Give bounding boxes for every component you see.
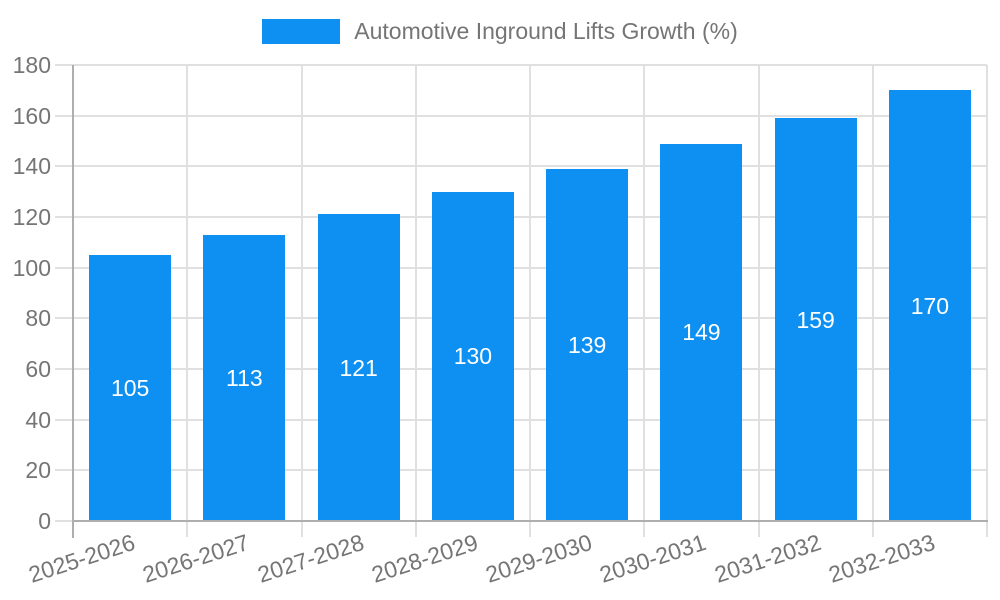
y-tick-label: 40 (25, 406, 51, 433)
bar (89, 255, 172, 521)
y-tick-label: 20 (25, 457, 51, 484)
y-gridline (55, 64, 987, 66)
bar (660, 143, 743, 521)
bar-value-label: 139 (567, 331, 607, 358)
y-tick-label: 60 (25, 356, 51, 382)
x-gridline (986, 65, 988, 537)
y-axis-line (72, 65, 74, 538)
y-gridline (55, 418, 987, 421)
x-gridline (414, 65, 417, 537)
y-gridline (55, 317, 987, 320)
bar (888, 90, 971, 521)
y-tick-label: 180 (12, 52, 51, 78)
y-tick-label: 140 (12, 153, 51, 180)
y-tick-label: 80 (25, 305, 51, 332)
plot-area: 0 20 40 60 80 100 120 140 160 180 2025-2026 2026-20… (13, 52, 988, 588)
bar-value-label: 130 (453, 343, 493, 370)
x-gridline (757, 65, 760, 537)
x-gridline (529, 65, 531, 537)
bar-value-label: 121 (339, 354, 378, 381)
x-gridline (300, 65, 303, 537)
x-axis-line (72, 520, 988, 522)
legend-swatch (262, 19, 341, 44)
y-tick-label: 120 (12, 204, 51, 230)
bar (203, 234, 286, 521)
x-gridline (643, 65, 646, 537)
y-tick-label: 0 (38, 508, 51, 534)
y-gridline (55, 114, 987, 117)
y-tick-label: 100 (12, 254, 51, 281)
legend: Automotive Inground Lifts Growth (%) (0, 18, 1000, 45)
y-gridline (55, 469, 987, 472)
x-gridline (186, 65, 189, 537)
y-gridline (55, 368, 987, 370)
bar (546, 168, 629, 521)
bar-value-label: 105 (110, 375, 150, 401)
y-gridline (55, 165, 987, 168)
bar-value-label: 149 (682, 319, 721, 346)
bar-value-label: 113 (226, 364, 263, 391)
y-tick-label: 160 (12, 102, 51, 129)
bar (774, 118, 857, 521)
y-gridline (55, 266, 987, 269)
legend-series-label: Automotive Inground Lifts Growth (%) (354, 18, 738, 44)
bar-value-label: 159 (796, 306, 835, 333)
bar (317, 214, 400, 521)
y-gridline (55, 216, 987, 218)
bar (431, 191, 514, 521)
bar-value-label: 170 (910, 292, 950, 319)
x-gridline (871, 65, 874, 537)
